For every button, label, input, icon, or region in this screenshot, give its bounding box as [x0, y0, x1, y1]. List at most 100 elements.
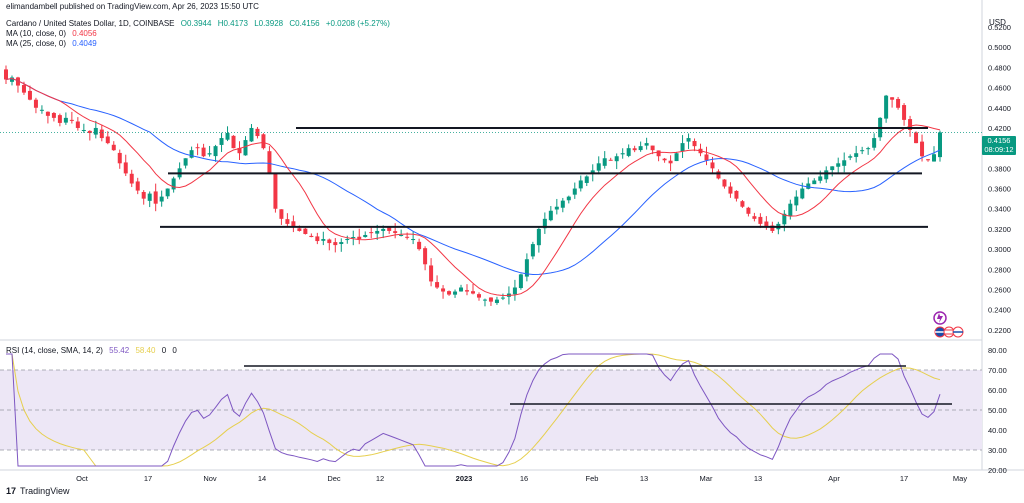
candle-body	[848, 156, 853, 158]
candle-body	[500, 297, 505, 299]
rsi-legend[interactable]: RSI (14, close, SMA, 14, 2) 55.42 58.40 …	[6, 346, 181, 356]
candle-body	[189, 150, 194, 158]
candle-body	[764, 221, 769, 227]
candle-body	[387, 227, 392, 231]
time-tick-label: Dec	[327, 474, 341, 483]
price-tick-label: 0.3000	[988, 245, 1011, 254]
candle-body	[303, 228, 308, 234]
time-tick-label: 14	[258, 474, 266, 483]
price-tick-label: 0.4600	[988, 84, 1011, 93]
candle-body	[339, 242, 344, 245]
candle-body	[734, 190, 739, 199]
candle-body	[237, 147, 242, 154]
ma25-legend[interactable]: MA (25, close, 0) 0.4049	[6, 39, 101, 49]
candle-body	[51, 113, 56, 118]
candle-body	[375, 230, 380, 234]
time-tick-label: 17	[144, 474, 152, 483]
rsi-ma-value: 58.40	[135, 346, 156, 355]
candle-body	[297, 228, 302, 231]
candle-body	[920, 141, 925, 157]
rsi-tick-label: 30.00	[988, 446, 1007, 455]
candle-body	[632, 148, 637, 151]
candle-body	[63, 117, 68, 123]
candle-body	[207, 153, 212, 155]
tradingview-brand: TradingView	[20, 486, 70, 496]
candle-body	[866, 148, 871, 150]
current-price-tag: 0.4156 08:09:12	[982, 136, 1016, 155]
candle-body	[746, 207, 751, 214]
candle-body	[830, 166, 835, 171]
candle-body	[644, 143, 649, 146]
time-tick-label: Nov	[203, 474, 217, 483]
price-tick-label: 0.4200	[988, 124, 1011, 133]
candle-body	[411, 239, 416, 241]
candle-body	[728, 186, 733, 194]
candle-body	[608, 159, 613, 161]
candle-body	[423, 248, 428, 265]
price-tick-label: 0.2600	[988, 286, 1011, 295]
candle-body	[351, 237, 356, 239]
time-tick-label: Mar	[700, 474, 713, 483]
lightning-icon[interactable]	[933, 311, 947, 325]
high-value: H0.4173	[217, 19, 248, 28]
candle-body	[345, 239, 350, 241]
candle-body	[926, 159, 931, 161]
flag-icon-us[interactable]	[943, 326, 955, 338]
ma25-line[interactable]	[5, 77, 941, 276]
candle-body	[471, 291, 475, 294]
time-tick-label: Apr	[828, 474, 840, 483]
flag-icon-uk[interactable]	[934, 326, 946, 338]
candle-body	[81, 129, 86, 131]
candle-body	[225, 133, 230, 140]
price-tick-label: 0.5000	[988, 43, 1011, 52]
candle-body	[548, 210, 553, 221]
candle-body	[69, 119, 74, 121]
candle-body	[399, 234, 404, 236]
candle-body	[117, 152, 122, 164]
candle-body	[57, 115, 62, 123]
price-tick-label: 0.3800	[988, 164, 1011, 173]
candle-body	[566, 196, 571, 201]
candle-body	[686, 138, 691, 142]
candle-body	[662, 158, 667, 161]
candle-body	[93, 127, 98, 135]
candle-body	[369, 232, 374, 234]
candle-body	[758, 216, 763, 224]
candle-body	[273, 173, 278, 209]
candle-body	[536, 228, 541, 246]
candle-body	[45, 111, 50, 116]
publisher-line: elimandambell published on TradingView.c…	[6, 2, 259, 11]
candle-body	[333, 242, 338, 246]
tradingview-logo[interactable]: 17 TradingView	[6, 486, 70, 496]
rsi-tick-label: 50.00	[988, 406, 1007, 415]
candle-body	[620, 153, 625, 155]
rsi-tick-label: 80.00	[988, 346, 1007, 355]
candle-body	[584, 176, 589, 183]
candle-body	[459, 287, 464, 292]
ma10-line[interactable]	[5, 77, 941, 297]
candle-body	[279, 209, 284, 219]
candle-body	[476, 294, 481, 298]
candle-body	[27, 90, 32, 100]
rsi-tick-label: 20.00	[988, 466, 1007, 475]
candle-body	[231, 135, 236, 149]
candle-body	[680, 143, 685, 152]
price-tick-label: 0.4400	[988, 104, 1011, 113]
candle-body	[824, 170, 829, 180]
change-value: +0.0208 (+5.27%)	[325, 19, 390, 28]
candle-body	[542, 218, 547, 229]
rsi-line[interactable]	[6, 353, 941, 467]
candle-body	[381, 228, 386, 231]
candle-body	[932, 154, 937, 162]
candle-body	[195, 147, 200, 149]
flag-icon-us-2[interactable]	[952, 326, 964, 338]
candle-body	[812, 180, 817, 185]
time-tick-label: May	[953, 474, 967, 483]
price-tick-label: 0.5200	[988, 23, 1011, 32]
candle-body	[560, 200, 565, 208]
candle-body	[518, 274, 523, 289]
ma10-legend[interactable]: MA (10, close, 0) 0.4056	[6, 29, 101, 39]
rsi-tick-label: 40.00	[988, 426, 1007, 435]
candle-body	[902, 105, 907, 120]
